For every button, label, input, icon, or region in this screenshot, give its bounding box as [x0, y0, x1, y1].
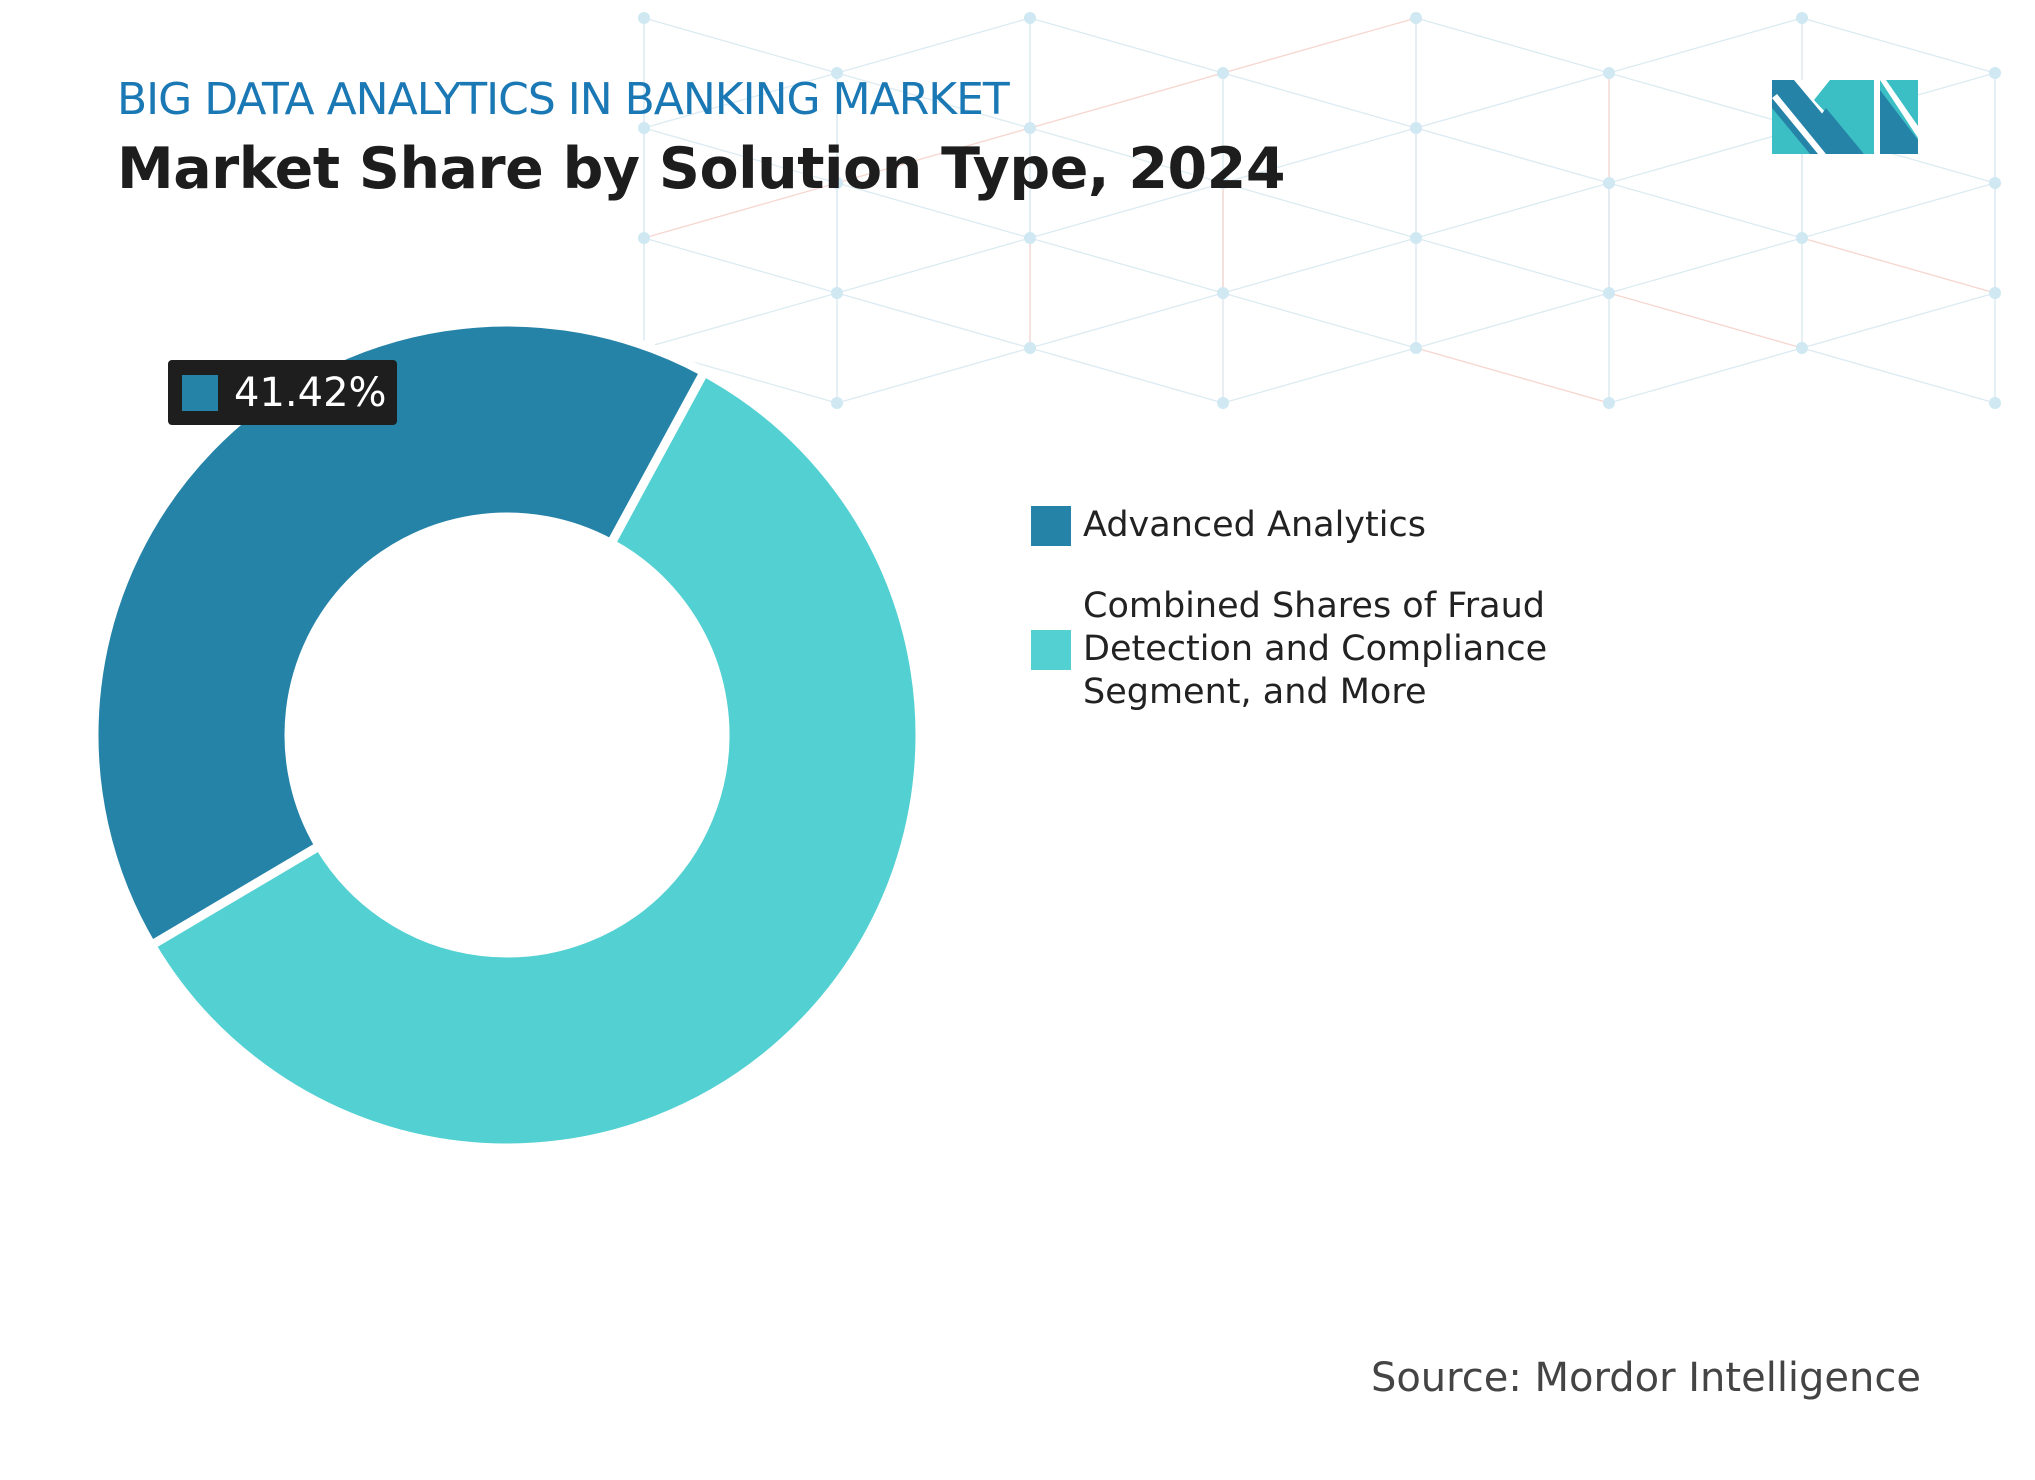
network-line	[1415, 292, 1610, 349]
network-line	[1222, 182, 1417, 239]
network-node	[1024, 122, 1036, 134]
network-node	[1603, 177, 1615, 189]
network-line	[1608, 237, 1803, 294]
network-line	[1415, 17, 1610, 74]
network-node	[638, 12, 650, 24]
network-line	[1222, 127, 1417, 184]
network-node	[1410, 342, 1422, 354]
network-line	[1801, 237, 1996, 294]
donut-slice-1	[145, 365, 925, 1153]
network-line	[1029, 292, 1224, 349]
legend-swatch	[1031, 629, 1071, 670]
network-line	[1222, 292, 1417, 349]
network-line	[1029, 237, 1224, 294]
network-line	[1608, 292, 1803, 349]
source-note: Source: Mordor Intelligence	[1370, 1355, 1921, 1401]
network-line	[1801, 182, 1996, 239]
legend-label: Combined Shares of Fraud Detection and C…	[1083, 586, 1548, 712]
legend-item-advanced-analytics: Advanced Analytics	[1031, 504, 1623, 547]
network-line	[643, 182, 838, 239]
network-line	[1415, 127, 1610, 184]
network-node	[1989, 177, 2001, 189]
network-node	[1796, 232, 1808, 244]
network-line	[1608, 347, 1803, 404]
network-line	[836, 347, 1031, 404]
network-line	[1222, 237, 1417, 294]
network-line	[1415, 182, 1610, 239]
network-node	[1603, 67, 1615, 79]
network-line	[643, 292, 838, 349]
network-node	[1989, 397, 2001, 409]
network-node	[1603, 287, 1615, 299]
network-line	[836, 292, 1031, 349]
network-line	[1801, 292, 1996, 349]
network-line	[1415, 72, 1610, 129]
network-line	[643, 237, 838, 294]
network-line	[1222, 17, 1417, 74]
network-line	[1608, 17, 1803, 74]
data-label-text: 41.42%	[234, 369, 387, 416]
network-line	[1029, 127, 1224, 184]
network-node	[1796, 342, 1808, 354]
network-line	[1801, 347, 1996, 404]
legend-item-combined-shares: Combined Shares of Fraud Detection and C…	[1031, 585, 1603, 714]
network-node	[1603, 397, 1615, 409]
network-node	[1217, 397, 1229, 409]
network-line	[1801, 17, 1996, 74]
network-node	[1024, 342, 1036, 354]
network-node	[831, 287, 843, 299]
network-node	[1217, 287, 1229, 299]
network-node	[1217, 177, 1229, 189]
network-node	[1989, 67, 2001, 79]
network-line	[1029, 72, 1224, 129]
network-line	[643, 72, 838, 129]
data-label-swatch	[182, 374, 218, 411]
network-line	[1029, 347, 1224, 404]
network-line	[836, 237, 1031, 294]
network-node	[1796, 12, 1808, 24]
network-node	[831, 67, 843, 79]
network-node	[1217, 67, 1229, 79]
network-line	[1415, 237, 1610, 294]
network-line	[1029, 182, 1224, 239]
data-label-advanced-analytics: 41.42%	[168, 360, 397, 425]
donut-slice-0	[89, 317, 711, 952]
network-node	[831, 177, 843, 189]
chart-subtitle: BIG DATA ANALYTICS IN BANKING MARKET	[117, 74, 1010, 125]
network-line	[1608, 127, 1803, 184]
chart-title: Market Share by Solution Type, 2024	[117, 136, 1286, 202]
network-node	[638, 232, 650, 244]
network-node	[1410, 12, 1422, 24]
network-line	[1222, 347, 1417, 404]
network-node	[1989, 287, 2001, 299]
network-line	[1029, 17, 1224, 74]
legend-swatch	[1031, 505, 1071, 546]
network-line	[1608, 72, 1803, 129]
network-line	[1415, 347, 1610, 404]
network-line	[643, 17, 838, 74]
network-node	[1410, 232, 1422, 244]
network-node	[1410, 122, 1422, 134]
network-line	[836, 127, 1031, 184]
network-line	[1222, 72, 1417, 129]
network-line	[836, 17, 1031, 74]
network-node	[638, 122, 650, 134]
network-node	[1024, 232, 1036, 244]
network-node	[831, 397, 843, 409]
network-line	[836, 72, 1031, 129]
mordor-intelligence-logo	[1772, 80, 1918, 154]
legend-label: Advanced Analytics	[1083, 505, 1426, 545]
network-line	[1608, 182, 1803, 239]
network-line	[836, 182, 1031, 239]
network-line	[643, 127, 838, 184]
network-node	[1024, 12, 1036, 24]
